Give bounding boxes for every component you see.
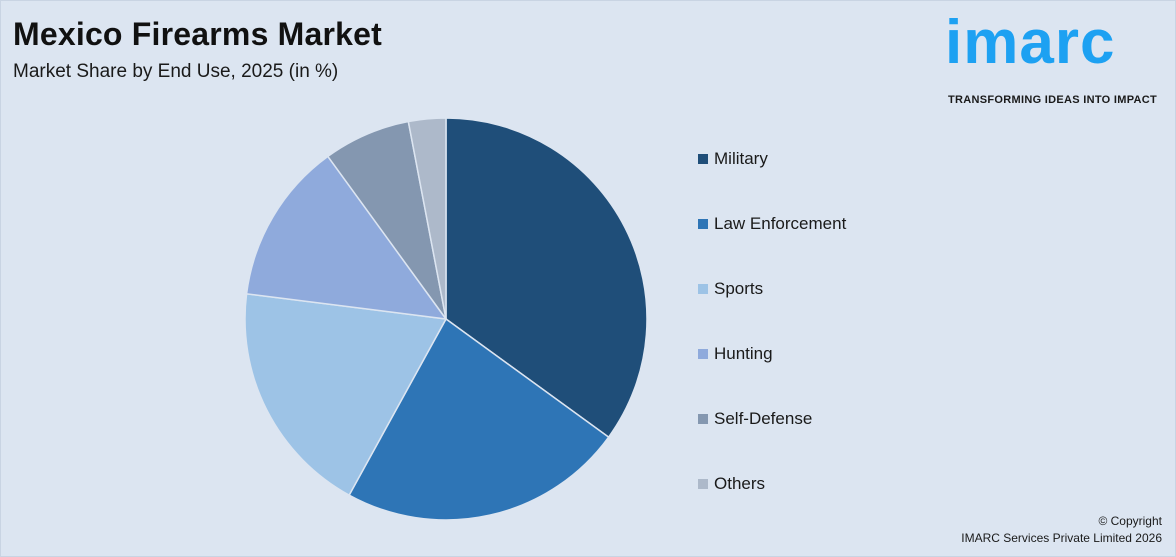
legend-swatch-military bbox=[698, 154, 708, 164]
pie-slice-others bbox=[407, 117, 447, 320]
pie-slice-law-enforcement bbox=[348, 317, 610, 521]
chart-title: Mexico Firearms Market bbox=[13, 16, 383, 52]
legend-swatch-hunting bbox=[698, 349, 708, 359]
legend-item-self-defense: Self-Defense bbox=[698, 408, 812, 430]
copyright-line-1: © Copyright bbox=[1098, 514, 1162, 528]
logo-wordmark: imarc bbox=[945, 8, 1116, 77]
legend-label-law-enforcement: Law Enforcement bbox=[714, 214, 847, 233]
legend-item-hunting: Hunting bbox=[698, 343, 773, 365]
imarc-logo: imarc TRANSFORMING IDEAS INTO IMPACT bbox=[945, 12, 1171, 108]
legend-item-law-enforcement: Law Enforcement bbox=[698, 213, 846, 235]
pie-slice-military bbox=[445, 117, 648, 439]
logo-tagline: TRANSFORMING IDEAS INTO IMPACT bbox=[948, 94, 1158, 106]
legend-label-others: Others bbox=[714, 474, 766, 493]
chart-subtitle: Market Share by End Use, 2025 (in %) bbox=[13, 61, 339, 82]
legend-swatch-others bbox=[698, 479, 708, 489]
legend-item-military: Military bbox=[698, 148, 768, 170]
legend-swatch-law-enforcement bbox=[698, 219, 708, 229]
legend-label-military: Military bbox=[714, 149, 768, 168]
legend-label-hunting: Hunting bbox=[714, 344, 773, 363]
copyright-line-2: IMARC Services Private Limited 2026 bbox=[961, 531, 1162, 545]
pie-slice-sports bbox=[244, 292, 448, 497]
legend-item-sports: Sports bbox=[698, 278, 763, 300]
legend-label-self-defense: Self-Defense bbox=[714, 409, 813, 428]
pie-chart bbox=[244, 117, 648, 521]
pie-slice-hunting bbox=[245, 155, 448, 320]
legend-swatch-self-defense bbox=[698, 414, 708, 424]
legend-swatch-sports bbox=[698, 284, 708, 294]
copyright-notice: © Copyright IMARC Services Private Limit… bbox=[961, 513, 1162, 547]
legend-item-others: Others bbox=[698, 473, 765, 495]
legend-label-sports: Sports bbox=[714, 279, 764, 298]
